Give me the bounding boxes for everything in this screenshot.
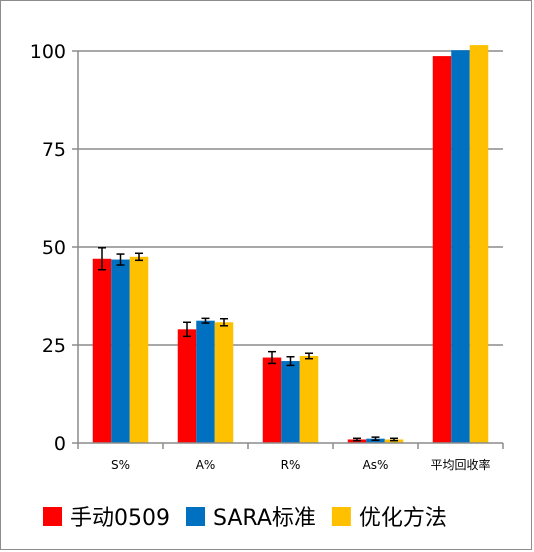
x-tick-label: 平均回收率 bbox=[430, 457, 490, 472]
x-tick-label: R% bbox=[281, 458, 301, 472]
y-tick-label: 25 bbox=[42, 335, 66, 357]
x-tick-label: S% bbox=[111, 458, 130, 472]
error-bar bbox=[135, 252, 143, 262]
gridlines bbox=[78, 50, 503, 346]
bar bbox=[432, 56, 452, 443]
bar bbox=[281, 361, 300, 443]
bar bbox=[214, 322, 234, 443]
legend-label: 手动0509 bbox=[70, 506, 170, 531]
error-bar bbox=[116, 253, 125, 266]
bar bbox=[451, 50, 470, 443]
error-bar bbox=[371, 436, 380, 442]
error-bar bbox=[183, 321, 191, 338]
bar bbox=[177, 329, 197, 443]
error-bar bbox=[353, 437, 361, 442]
y-tick-label: 75 bbox=[42, 139, 66, 161]
error-bar bbox=[220, 317, 228, 327]
legend-item: 优化方法 bbox=[331, 506, 447, 531]
legend-label: SARA标准 bbox=[213, 506, 316, 531]
bar bbox=[129, 256, 149, 443]
bar bbox=[469, 45, 489, 444]
bars bbox=[92, 45, 489, 444]
error-bar bbox=[201, 317, 210, 324]
legend-label: 优化方法 bbox=[359, 506, 447, 531]
error-bar bbox=[305, 352, 313, 360]
legend-swatch bbox=[186, 507, 205, 526]
x-tick-label: As% bbox=[363, 458, 389, 472]
x-tick-label: A% bbox=[196, 458, 216, 472]
bar bbox=[92, 258, 112, 443]
error-bar bbox=[286, 356, 295, 367]
legend-swatch bbox=[331, 507, 351, 526]
error-bar bbox=[268, 350, 276, 365]
axes: 0 25 50 75 100 S% A% R% As% 平均回收率 bbox=[30, 41, 504, 472]
y-tick-label: 0 bbox=[54, 433, 66, 455]
error-bar bbox=[98, 247, 106, 271]
bar bbox=[111, 259, 130, 443]
bar bbox=[299, 355, 319, 443]
bar bbox=[196, 320, 215, 443]
y-tick-label: 100 bbox=[30, 41, 66, 63]
legend-swatch bbox=[43, 507, 62, 526]
legend-item: SARA标准 bbox=[186, 506, 316, 531]
bar bbox=[262, 357, 282, 443]
legend-item: 手动0509 bbox=[43, 506, 170, 531]
legend: 手动0509 SARA标准 优化方法 bbox=[43, 506, 447, 531]
error-bars bbox=[98, 247, 398, 442]
y-tick-label: 50 bbox=[42, 237, 66, 259]
error-bar bbox=[390, 437, 398, 442]
